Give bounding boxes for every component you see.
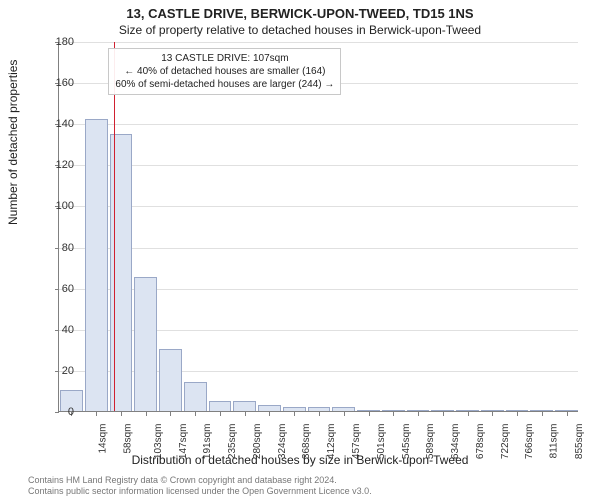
xtick-mark <box>344 412 345 416</box>
xtick-label: 14sqm <box>98 424 109 454</box>
histogram-bar <box>332 407 355 411</box>
xtick-mark <box>393 412 394 416</box>
ytick-label: 80 <box>34 242 74 254</box>
histogram-bar <box>481 410 504 411</box>
xtick-mark <box>121 412 122 416</box>
gridline <box>59 248 578 249</box>
xtick-label: 678sqm <box>475 424 486 460</box>
xtick-label: 103sqm <box>153 424 164 460</box>
xtick-label: 501sqm <box>376 424 387 460</box>
histogram-bar <box>233 401 256 411</box>
xtick-label: 634sqm <box>450 424 461 460</box>
histogram-bar <box>184 382 207 411</box>
chart-subtitle: Size of property relative to detached ho… <box>0 21 600 37</box>
gridline <box>59 124 578 125</box>
ytick-label: 120 <box>34 159 74 171</box>
footer-line2: Contains public sector information licen… <box>28 486 372 497</box>
property-marker-line <box>114 42 115 411</box>
xtick-label: 457sqm <box>351 424 362 460</box>
xtick-label: 722sqm <box>500 424 511 460</box>
histogram-bar <box>85 119 108 411</box>
y-axis-label: Number of detached properties <box>6 60 20 225</box>
xtick-mark <box>269 412 270 416</box>
plot-area: 13 CASTLE DRIVE: 107sqm ← 40% of detache… <box>58 42 578 412</box>
gridline <box>59 165 578 166</box>
annotation-line2: ← 40% of detached houses are smaller (16… <box>115 65 334 78</box>
histogram-bar <box>431 410 454 411</box>
xtick-mark <box>96 412 97 416</box>
histogram-bar <box>506 410 529 411</box>
histogram-bar <box>134 277 157 411</box>
annotation-line1: 13 CASTLE DRIVE: 107sqm <box>115 52 334 65</box>
gridline <box>59 42 578 43</box>
xtick-label: 811sqm <box>548 424 559 459</box>
xtick-mark <box>542 412 543 416</box>
histogram-bar <box>555 410 578 411</box>
xtick-mark <box>319 412 320 416</box>
xtick-mark <box>146 412 147 416</box>
xtick-label: 58sqm <box>123 424 134 454</box>
histogram-bar <box>258 405 281 411</box>
histogram-bar <box>283 407 306 411</box>
marker-annotation: 13 CASTLE DRIVE: 107sqm ← 40% of detache… <box>108 48 341 95</box>
xtick-label: 855sqm <box>574 424 585 460</box>
xtick-mark <box>492 412 493 416</box>
histogram-bar <box>357 410 380 411</box>
footer-line1: Contains HM Land Registry data © Crown c… <box>28 475 372 486</box>
histogram-bar <box>382 410 405 411</box>
xtick-mark <box>220 412 221 416</box>
xtick-mark <box>443 412 444 416</box>
ytick-label: 60 <box>34 283 74 295</box>
ytick-label: 100 <box>34 200 74 212</box>
xtick-label: 412sqm <box>326 424 337 460</box>
histogram-bar <box>308 407 331 411</box>
ytick-label: 40 <box>34 324 74 336</box>
xtick-mark <box>567 412 568 416</box>
xtick-label: 368sqm <box>302 424 313 460</box>
histogram-bar <box>456 410 479 411</box>
xtick-mark <box>294 412 295 416</box>
gridline <box>59 206 578 207</box>
ytick-label: 180 <box>34 36 74 48</box>
histogram-bar <box>407 410 430 411</box>
xtick-label: 766sqm <box>524 424 535 460</box>
xtick-label: 545sqm <box>401 424 412 460</box>
xtick-mark <box>369 412 370 416</box>
xtick-mark <box>517 412 518 416</box>
xtick-mark <box>418 412 419 416</box>
copyright-footer: Contains HM Land Registry data © Crown c… <box>28 475 372 497</box>
chart-title: 13, CASTLE DRIVE, BERWICK-UPON-TWEED, TD… <box>0 0 600 21</box>
xtick-label: 589sqm <box>425 424 436 460</box>
ytick-label: 0 <box>34 406 74 418</box>
xtick-label: 235sqm <box>227 424 238 460</box>
xtick-mark <box>245 412 246 416</box>
xtick-label: 147sqm <box>178 424 189 460</box>
xtick-label: 191sqm <box>203 424 214 460</box>
annotation-line3: 60% of semi-detached houses are larger (… <box>115 78 334 91</box>
histogram-bar <box>159 349 182 411</box>
ytick-label: 160 <box>34 77 74 89</box>
xtick-mark <box>468 412 469 416</box>
histogram-bar <box>530 410 553 411</box>
ytick-label: 140 <box>34 118 74 130</box>
xtick-mark <box>195 412 196 416</box>
histogram-bar <box>209 401 232 411</box>
xtick-label: 324sqm <box>277 424 288 460</box>
xtick-mark <box>170 412 171 416</box>
ytick-label: 20 <box>34 365 74 377</box>
xtick-label: 280sqm <box>252 424 263 460</box>
